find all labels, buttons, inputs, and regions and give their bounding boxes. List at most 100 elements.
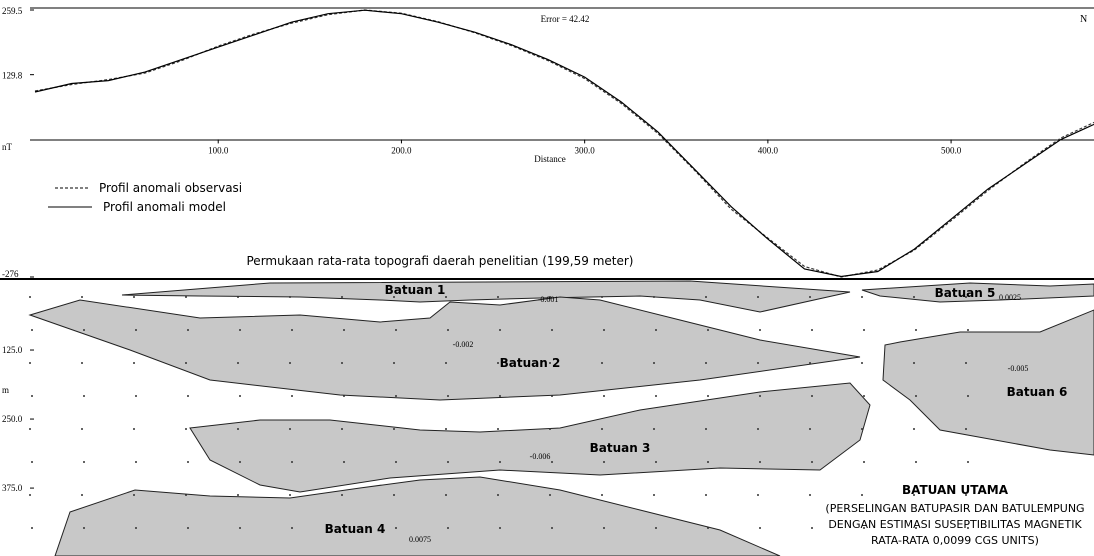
grid-dot — [603, 527, 605, 529]
grid-dot — [447, 461, 449, 463]
grid-dot — [395, 395, 397, 397]
grid-dot — [863, 395, 865, 397]
grid-dot — [343, 461, 345, 463]
grid-dot — [81, 296, 83, 298]
grid-dot — [811, 527, 813, 529]
grid-dot — [913, 296, 915, 298]
grid-dot — [343, 329, 345, 331]
grid-dot — [551, 527, 553, 529]
grid-dot — [289, 428, 291, 430]
corner-label: N — [1080, 14, 1087, 25]
grid-dot — [289, 494, 291, 496]
grid-dot — [705, 494, 707, 496]
grid-dot — [187, 329, 189, 331]
grid-dot — [705, 428, 707, 430]
grid-dot — [601, 428, 603, 430]
body-susceptibility: -0.002 — [453, 340, 474, 349]
grid-dot — [497, 296, 499, 298]
grid-dot — [861, 428, 863, 430]
grid-dot — [135, 395, 137, 397]
grid-dot — [291, 527, 293, 529]
main-rock-title: BATUAN UTAMA — [902, 483, 1009, 497]
grid-dot — [81, 362, 83, 364]
grid-dot — [601, 494, 603, 496]
grid-dot — [707, 329, 709, 331]
grid-dot — [237, 362, 239, 364]
grid-dot — [809, 296, 811, 298]
body-susceptibility: -0.006 — [530, 452, 551, 461]
grid-dot — [655, 461, 657, 463]
grid-dot — [239, 329, 241, 331]
chart: Error = 42.42 N Distance nT Permukaan ra… — [0, 0, 1094, 556]
grid-dot — [31, 461, 33, 463]
grid-dot — [29, 428, 31, 430]
grid-dot — [29, 362, 31, 364]
y-tick-label: -276 — [2, 269, 19, 279]
legend-label: Profil anomali observasi — [99, 181, 242, 195]
grid-dot — [551, 329, 553, 331]
grid-dot — [653, 296, 655, 298]
x-tick-label: 500.0 — [941, 145, 962, 155]
grid-dot — [809, 494, 811, 496]
grid-dot — [655, 395, 657, 397]
grid-dot — [707, 461, 709, 463]
grid-dot — [445, 362, 447, 364]
grid-dot — [603, 395, 605, 397]
grid-dot — [759, 461, 761, 463]
grid-dot — [757, 494, 759, 496]
x-axis-label: Distance — [534, 154, 566, 164]
grid-dot — [29, 296, 31, 298]
body-susceptibility: 0.0075 — [409, 535, 431, 544]
grid-dot — [913, 428, 915, 430]
grid-dot — [499, 395, 501, 397]
grid-dot — [601, 296, 603, 298]
grid-dot — [497, 428, 499, 430]
grid-dot — [83, 395, 85, 397]
grid-dot — [549, 494, 551, 496]
grid-dot — [811, 395, 813, 397]
grid-dot — [861, 296, 863, 298]
grid-dot — [239, 461, 241, 463]
grid-dot — [757, 428, 759, 430]
body-susceptibility: -0.005 — [1008, 364, 1029, 373]
grid-dot — [861, 494, 863, 496]
grid-dot — [447, 527, 449, 529]
y-tick-label: 125.0 — [2, 345, 23, 355]
grid-dot — [289, 296, 291, 298]
grid-dot — [83, 527, 85, 529]
grid-dot — [757, 362, 759, 364]
grid-dot — [707, 527, 709, 529]
grid-dot — [291, 329, 293, 331]
grid-dot — [497, 494, 499, 496]
grid-dot — [655, 329, 657, 331]
grid-dot — [395, 329, 397, 331]
grid-dot — [185, 428, 187, 430]
grid-dot — [913, 362, 915, 364]
grid-dot — [83, 461, 85, 463]
grid-dot — [31, 527, 33, 529]
grid-dot — [341, 362, 343, 364]
grid-dot — [393, 362, 395, 364]
grid-dot — [83, 329, 85, 331]
grid-dot — [187, 527, 189, 529]
grid-dot — [135, 527, 137, 529]
grid-dot — [393, 494, 395, 496]
body-name: Batuan 4 — [325, 522, 386, 536]
grid-dot — [603, 461, 605, 463]
grid-dot — [653, 494, 655, 496]
grid-dot — [343, 395, 345, 397]
grid-dot — [135, 329, 137, 331]
grid-dot — [31, 395, 33, 397]
grid-dot — [965, 428, 967, 430]
grid-dot — [341, 494, 343, 496]
main-rock-text: (PERSELINGAN BATUPASIR DAN BATULEMPUNG — [825, 502, 1084, 515]
x-tick-label: 100.0 — [208, 145, 229, 155]
grid-dot — [653, 362, 655, 364]
body-name: Batuan 3 — [590, 441, 651, 455]
grid-dot — [759, 527, 761, 529]
grid-dot — [757, 296, 759, 298]
x-tick-label: 200.0 — [391, 145, 412, 155]
grid-dot — [445, 494, 447, 496]
grid-dot — [289, 362, 291, 364]
grid-dot — [81, 494, 83, 496]
